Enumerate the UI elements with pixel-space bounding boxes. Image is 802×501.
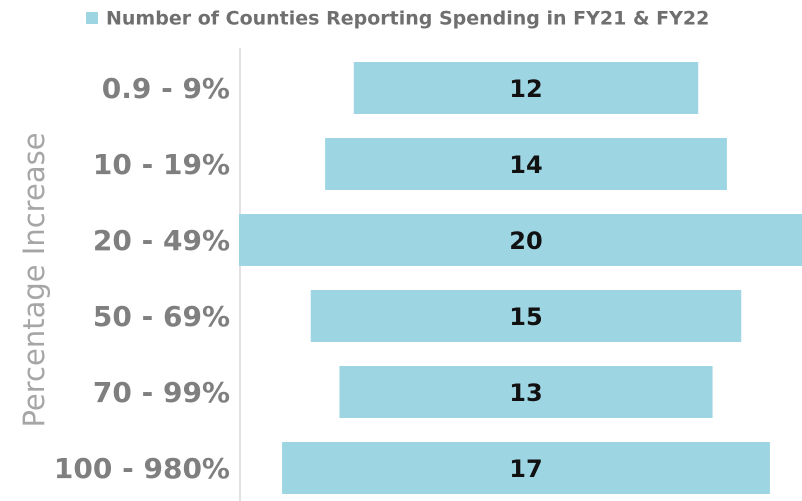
legend-swatch: [86, 12, 98, 24]
y-axis-label: Percentage Increase: [17, 132, 51, 427]
y-tick-label: 20 - 49%: [93, 224, 230, 257]
bar: [310, 290, 742, 342]
value-label: 17: [509, 455, 542, 483]
y-tick-label: 0.9 - 9%: [102, 72, 230, 105]
y-tick-label: 70 - 99%: [93, 376, 230, 409]
bar: [325, 138, 727, 190]
y-tick-label: 100 - 980%: [54, 452, 230, 485]
bar: [282, 442, 770, 494]
bar: [239, 214, 802, 266]
value-label: 13: [509, 379, 542, 407]
value-label: 12: [509, 75, 542, 103]
value-label: 15: [509, 303, 542, 331]
y-tick-label: 10 - 19%: [93, 148, 230, 181]
bar: [339, 366, 713, 418]
legend-label: Number of Counties Reporting Spending in…: [106, 8, 709, 30]
value-label: 20: [509, 227, 542, 255]
bar: [353, 62, 699, 114]
y-tick-label: 50 - 69%: [93, 300, 230, 333]
value-label: 14: [509, 151, 542, 179]
